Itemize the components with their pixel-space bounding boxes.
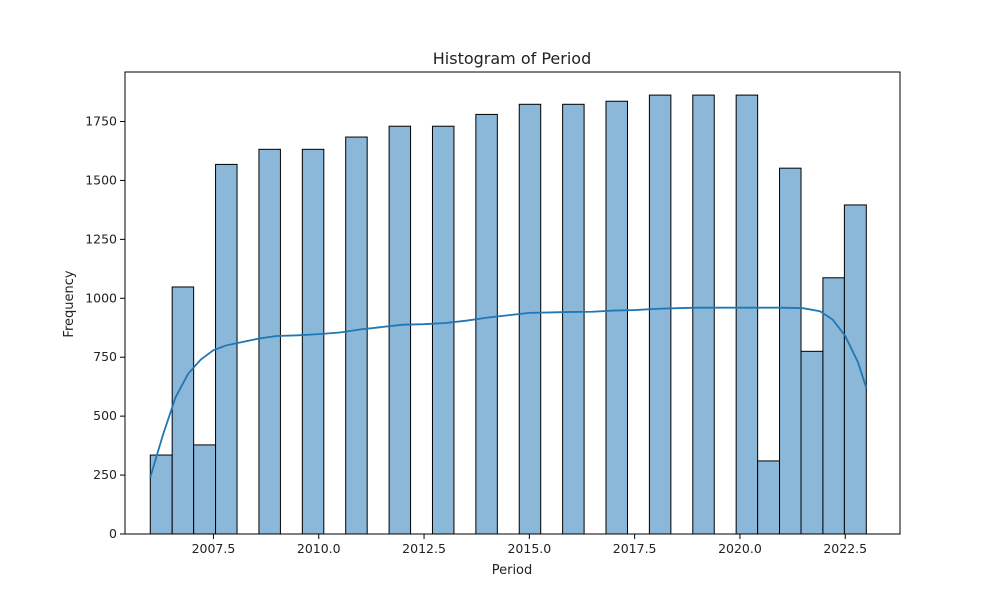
y-tick-label: 1750 [85, 114, 117, 129]
x-tick-label: 2015.0 [507, 541, 551, 556]
histogram-bar [800, 350, 824, 535]
x-axis-label: Period [492, 563, 533, 578]
x-tick-label: 2010.0 [297, 541, 341, 556]
histogram-bar [301, 148, 325, 535]
x-tick-label: 2017.5 [613, 541, 657, 556]
histogram-bar [779, 167, 802, 535]
y-tick-label: 250 [93, 467, 117, 482]
plot-area [125, 72, 900, 534]
histogram-bar [562, 103, 585, 535]
y-tick-label: 500 [93, 408, 117, 423]
plot-border [124, 71, 901, 535]
y-tick-label: 750 [93, 349, 117, 364]
x-axis-ticks: 2007.5 2010.0 2012.5 2015.0 2017.5 2020.0 2022… [192, 534, 867, 556]
x-tick-label: 2020.0 [718, 541, 762, 556]
histogram-bar [692, 94, 715, 535]
histogram-bar [258, 148, 281, 535]
histogram-bar [431, 125, 455, 535]
histogram-bar [735, 94, 759, 535]
kde-curve [149, 306, 868, 478]
y-tick-label: 1250 [85, 231, 117, 246]
y-axis-label: Frequency [62, 270, 77, 337]
histogram-bar [843, 204, 867, 535]
histogram-bars [149, 94, 867, 535]
histogram-bar [475, 113, 498, 535]
chart-title: Histogram of Period [433, 49, 591, 68]
y-tick-label: 1500 [85, 172, 117, 187]
histogram-bar [215, 163, 238, 535]
y-tick-label: 0 [109, 526, 117, 541]
y-axis-ticks: 0 250 500 750 1000 1250 1500 1750 [85, 114, 125, 541]
histogram-bar [757, 460, 781, 535]
histogram-bar [605, 100, 628, 535]
histogram-bar [648, 94, 672, 535]
y-tick-label: 1000 [85, 290, 117, 305]
x-tick-label: 2007.5 [192, 541, 236, 556]
x-tick-label: 2012.5 [402, 541, 446, 556]
x-tick-label: 2022.5 [823, 541, 867, 556]
histogram-bar [388, 125, 412, 535]
histogram-bar [171, 286, 195, 535]
histogram-bar [345, 136, 368, 535]
histogram-bar [518, 103, 542, 535]
histogram-bar [193, 444, 217, 535]
